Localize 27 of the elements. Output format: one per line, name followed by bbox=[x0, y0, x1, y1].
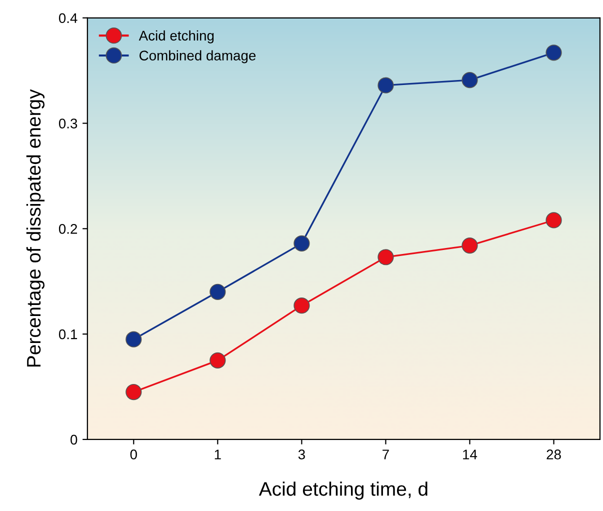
x-axis-title: Acid etching time, d bbox=[258, 482, 428, 500]
point bbox=[294, 235, 310, 252]
point bbox=[462, 237, 478, 254]
x-tick-label: 28 bbox=[546, 450, 561, 460]
point bbox=[126, 384, 142, 400]
x-tick-label: 7 bbox=[382, 450, 389, 460]
x-tick-label: 0 bbox=[130, 450, 137, 460]
y-tick-label: 0.4 bbox=[58, 13, 78, 24]
y-tick-label: 0 bbox=[70, 434, 78, 445]
y-tick-label: 0.2 bbox=[58, 224, 78, 234]
legend-label: Acid etching bbox=[138, 30, 214, 44]
point bbox=[294, 298, 310, 314]
y-tick-label: 0.1 bbox=[58, 329, 78, 340]
point bbox=[126, 331, 142, 348]
point bbox=[546, 44, 562, 61]
x-tick-label: 14 bbox=[463, 450, 478, 460]
point bbox=[546, 212, 562, 228]
point bbox=[378, 77, 394, 94]
point bbox=[462, 72, 478, 88]
point bbox=[210, 352, 226, 368]
legend-label: Combined damage bbox=[140, 50, 256, 64]
point bbox=[378, 249, 394, 266]
point bbox=[210, 284, 226, 300]
x-tick-label: 3 bbox=[298, 450, 305, 460]
y-tick-label: 0.3 bbox=[58, 118, 78, 128]
y-axis-title: Percentage of dissipated energy bbox=[26, 89, 45, 367]
x-tick-label: 1 bbox=[214, 450, 221, 460]
